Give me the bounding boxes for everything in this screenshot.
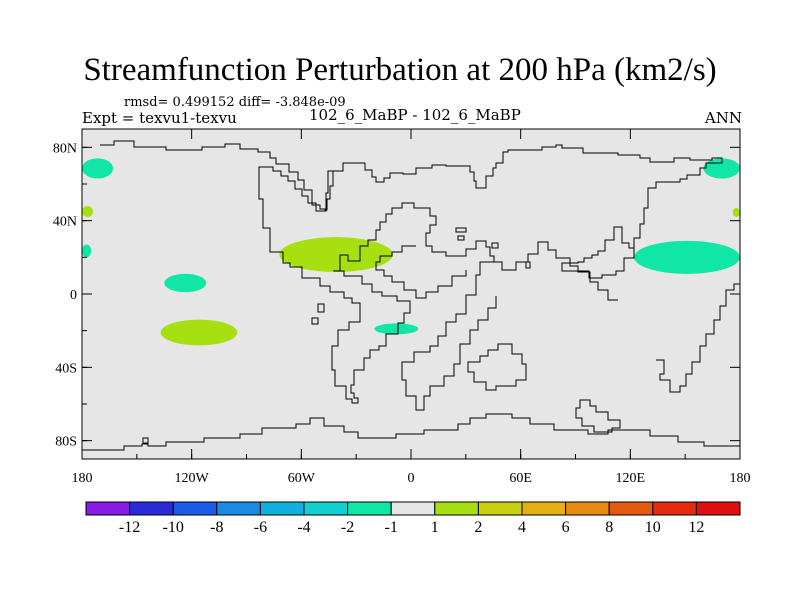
coastlines (82, 140, 740, 451)
runs-label: 102_6_MaBP - 102_6_MaBP (309, 106, 521, 124)
y-tick-label: 40S (55, 361, 77, 376)
anomaly-north-atlantic-edge (82, 206, 93, 217)
coastline-americas (258, 166, 411, 404)
colorbar-swatch (477, 501, 523, 516)
coastline-new-zealand (656, 283, 740, 393)
rmsd-stats: rmsd= 0.499152 diff= -3.848e-09 (124, 95, 346, 110)
colorbar: -12 -10 -8 -6 -4 -2 -1 1 2 4 6 8 10 12 (85, 501, 741, 536)
coastline-asia (375, 245, 467, 299)
colorbar-label: -4 (297, 519, 310, 536)
map-background (82, 129, 740, 459)
colorbar-swatch (172, 501, 218, 516)
anomaly-mid-pacific-edge (82, 244, 92, 258)
season-label: ANN (704, 109, 742, 127)
coastline-australia (467, 343, 527, 391)
coastline-asia-east (494, 241, 618, 301)
colorbar-label: 4 (518, 519, 526, 536)
coastline-antarctic-isle (142, 437, 149, 444)
y-tick-label: 0 (70, 288, 77, 303)
anomaly-east-edge (732, 207, 740, 218)
colorbar-label: 1 (431, 519, 439, 536)
colorbar-swatch (434, 501, 479, 516)
anomaly-layer (82, 158, 740, 346)
experiment-label: Expt = texvu1-texvu (82, 109, 237, 127)
x-tick-label: 180 (730, 471, 751, 486)
colorbar-swatch (259, 501, 305, 516)
colorbar-swatch (652, 501, 697, 516)
colorbar-label: 2 (474, 519, 482, 536)
colorbar-swatch (695, 501, 741, 516)
colorbar-label: -1 (385, 519, 398, 536)
x-tick-label: 120E (616, 471, 646, 486)
colorbar-swatch (608, 501, 654, 516)
colorbar-label: 8 (605, 519, 613, 536)
x-tick-label: 60E (509, 471, 532, 486)
anomaly-western-pacific (633, 240, 740, 274)
plot-title: Streamfunction Perturbation at 200 hPa (… (83, 52, 717, 88)
colorbar-swatch (565, 501, 610, 516)
colorbar-label: -10 (163, 519, 184, 536)
colorbar-label: -12 (119, 519, 140, 536)
coastline-pacific-islands (575, 399, 621, 433)
coastline-small-islands (311, 227, 531, 325)
map-plot: 80N 40N 0 40S 80S 180 120W 60W 0 60E 120E 180 (53, 128, 751, 486)
colorbar-swatch (129, 501, 174, 516)
colorbar-swatch (521, 501, 567, 516)
colorbar-swatch (390, 501, 436, 516)
colorbar-swatch (347, 501, 392, 516)
y-tick-label: 80N (53, 141, 77, 156)
colorbar-label: 12 (688, 519, 704, 536)
colorbar-label: 6 (562, 519, 570, 536)
colorbar-swatch (85, 501, 131, 516)
colorbar-swatch (216, 501, 261, 516)
x-tick-label: 180 (72, 471, 93, 486)
y-tick-label: 80S (55, 435, 77, 450)
anomaly-north-pacific-west (82, 158, 114, 179)
coastline-antarctica (82, 413, 740, 451)
colorbar-label: 10 (645, 519, 661, 536)
y-tick-label: 40N (53, 215, 77, 230)
coastline-north-america (100, 140, 723, 279)
colorbar-label: -2 (341, 519, 354, 536)
colorbar-label: -6 (254, 519, 267, 536)
axis-layer: 80N 40N 0 40S 80S 180 120W 60W 0 60E 120E 180 (53, 129, 751, 486)
anomaly-south-pacific (160, 319, 238, 346)
x-tick-label: 60W (288, 471, 316, 486)
x-tick-label: 120W (175, 471, 210, 486)
colorbar-label: -8 (210, 519, 223, 536)
x-tick-label: 0 (408, 471, 415, 486)
colorbar-swatch (303, 501, 349, 516)
anomaly-central-africa (374, 323, 419, 335)
anomaly-tropical-pacific (164, 273, 207, 293)
coastline-central (339, 202, 497, 411)
